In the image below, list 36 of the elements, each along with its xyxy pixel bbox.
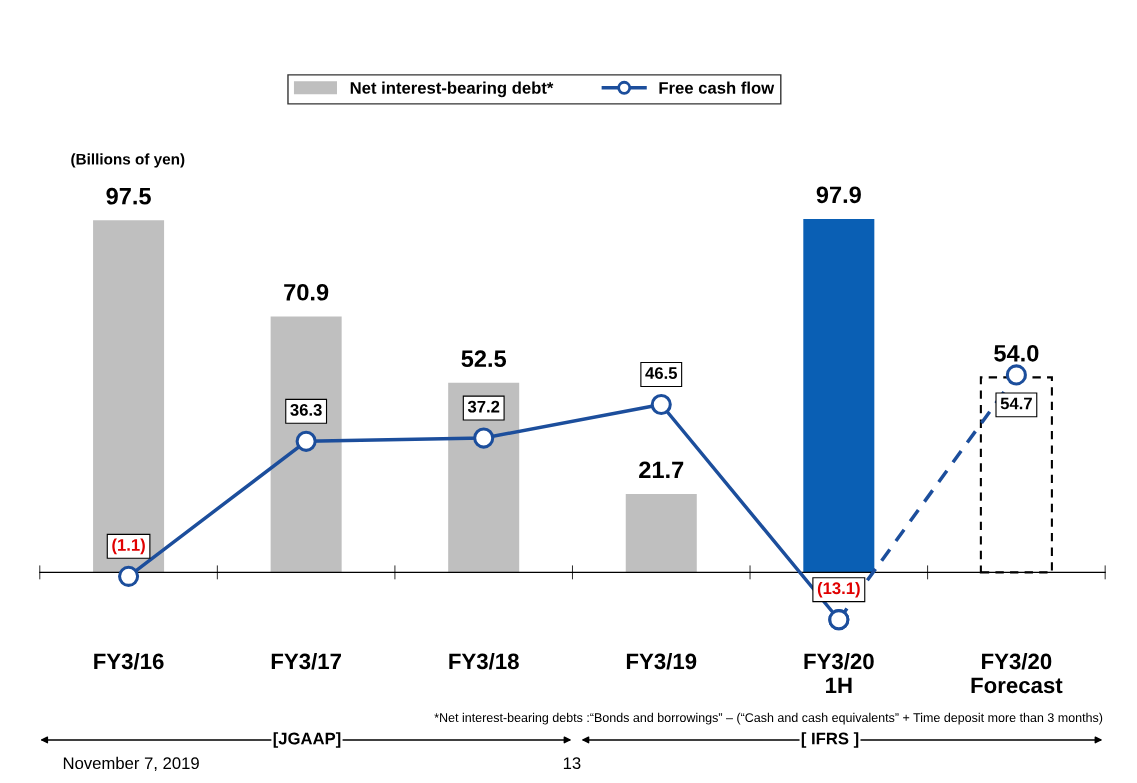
data-label: (1.1): [112, 538, 145, 555]
x-tick-label: FY3/20 Forecast: [971, 652, 1063, 694]
text: [ IFRS ]: [801, 732, 859, 748]
point: [295, 430, 317, 452]
data-label: 21.7: [639, 461, 684, 479]
text: November 7, 2019: [63, 756, 199, 772]
x-tick-label: FY3/17: [271, 652, 341, 670]
x-tick-label: FY3/16: [94, 652, 164, 670]
point: [828, 609, 850, 631]
point: [473, 427, 495, 449]
x-tick-label: FY3/18: [449, 652, 519, 670]
data-label: 46.5: [645, 367, 678, 379]
point: [1005, 364, 1027, 386]
bar: [803, 218, 875, 573]
x-tick-label: FY3/20 1H: [804, 652, 874, 693]
bar: [270, 316, 342, 573]
text: *Net interest-bearing debts :“Bonds and borrowings” – (“Cash and cash equivalents” + Time deposit more than 3 months): [434, 712, 1103, 725]
data-label: 54.0: [994, 344, 1039, 362]
text: 13: [563, 757, 581, 770]
y-axis-title: (Billions of yen): [71, 153, 185, 168]
x-tick-label: FY3/19: [626, 652, 697, 670]
data-label: 54.7: [1000, 397, 1032, 410]
legend-label: Free cash flow: [659, 81, 775, 94]
bar: [93, 220, 165, 573]
data-label: 52.5: [461, 350, 507, 368]
point: [118, 565, 140, 587]
point: [650, 393, 672, 416]
data-label: 37.2: [467, 400, 500, 413]
legend-label: Net interest-bearing debt*: [350, 81, 554, 98]
data-label: 97.5: [106, 187, 151, 205]
data-label: 36.3: [290, 404, 322, 416]
data-label: 97.9: [816, 186, 861, 204]
data-label: 70.9: [284, 283, 329, 301]
bar: [625, 494, 697, 573]
data-label: (13.1): [817, 581, 860, 598]
text: [JGAAP]: [273, 732, 341, 748]
